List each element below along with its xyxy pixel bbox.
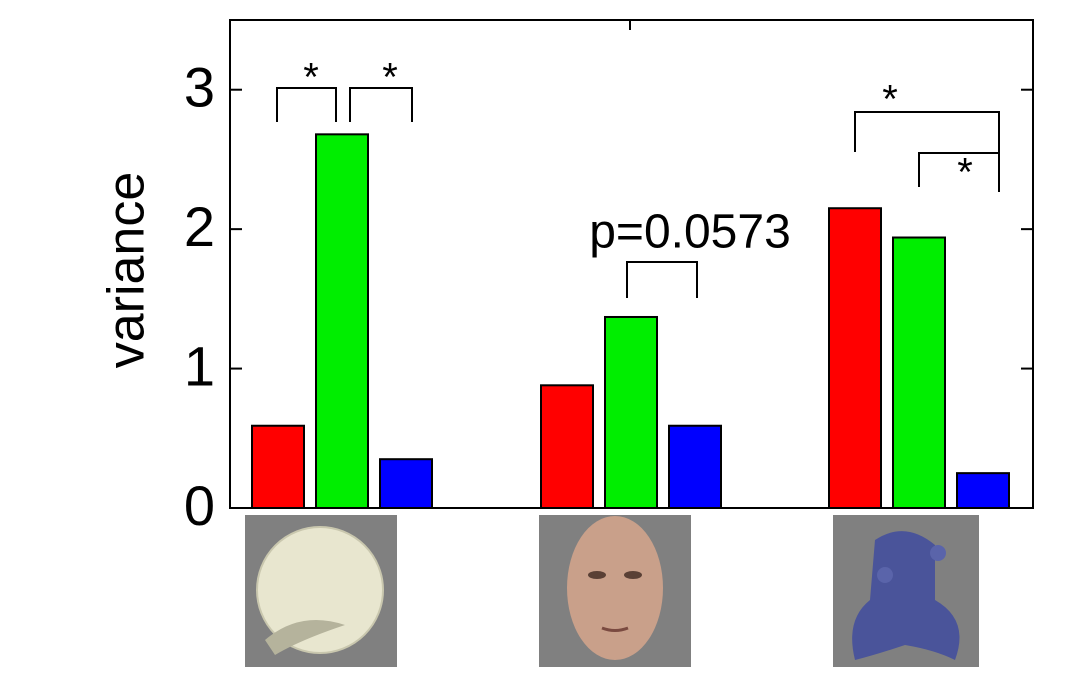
y-tick-label: 0 bbox=[184, 474, 215, 537]
bar bbox=[379, 458, 433, 510]
bar bbox=[251, 424, 305, 510]
annotation: * bbox=[957, 151, 973, 195]
bracket bbox=[276, 87, 337, 122]
annotation: * bbox=[303, 56, 319, 100]
bracket bbox=[349, 87, 413, 122]
bar bbox=[668, 424, 722, 510]
y-tick-label: 2 bbox=[184, 195, 215, 258]
bracket bbox=[918, 152, 999, 187]
bar bbox=[315, 133, 369, 509]
y-tick-label: 3 bbox=[184, 56, 215, 119]
bar bbox=[892, 236, 946, 509]
annotation: * bbox=[882, 78, 898, 122]
stimulus-image bbox=[539, 515, 691, 667]
y-axis-label: variance bbox=[98, 172, 156, 369]
bar bbox=[540, 384, 594, 509]
bracket bbox=[626, 261, 698, 298]
annotation: * bbox=[382, 56, 398, 100]
stimulus-image bbox=[833, 515, 979, 667]
stimulus-image bbox=[245, 515, 397, 667]
bar bbox=[828, 207, 882, 509]
bar bbox=[604, 315, 658, 509]
bar bbox=[956, 472, 1010, 509]
y-tick-label: 1 bbox=[184, 334, 215, 397]
annotation: p=0.0573 bbox=[589, 206, 791, 259]
